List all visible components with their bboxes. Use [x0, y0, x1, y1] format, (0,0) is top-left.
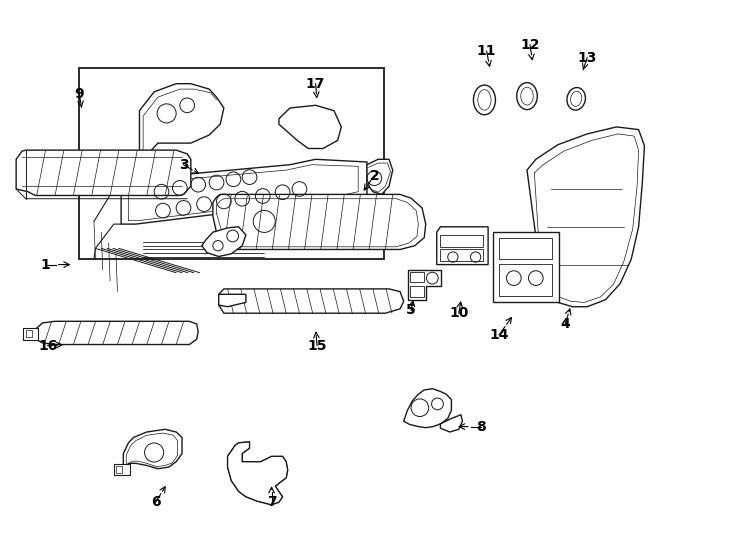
Polygon shape: [121, 159, 367, 224]
Polygon shape: [279, 105, 341, 148]
Text: 3: 3: [178, 158, 189, 172]
Text: 1: 1: [40, 258, 51, 272]
Polygon shape: [440, 415, 462, 432]
Polygon shape: [123, 429, 182, 470]
Ellipse shape: [517, 83, 537, 110]
Bar: [79, 68, 384, 259]
Polygon shape: [213, 194, 426, 249]
Text: 2: 2: [369, 168, 379, 183]
Bar: [410, 286, 424, 297]
Bar: [493, 232, 559, 302]
Text: 15: 15: [308, 339, 327, 353]
Text: 16: 16: [38, 339, 57, 353]
Ellipse shape: [478, 90, 491, 110]
Polygon shape: [367, 159, 393, 194]
Bar: [410, 272, 424, 282]
Polygon shape: [437, 227, 488, 265]
Bar: [23, 328, 38, 340]
Ellipse shape: [570, 91, 582, 106]
Text: 12: 12: [520, 38, 539, 52]
Polygon shape: [219, 289, 404, 313]
Bar: [499, 238, 552, 259]
Text: 8: 8: [476, 420, 486, 434]
Text: 10: 10: [449, 306, 468, 320]
Polygon shape: [202, 227, 246, 256]
Ellipse shape: [520, 87, 533, 105]
Polygon shape: [219, 294, 246, 307]
Polygon shape: [16, 150, 191, 195]
Text: 17: 17: [306, 77, 325, 91]
Bar: [440, 249, 483, 261]
Text: 4: 4: [560, 317, 570, 331]
Bar: [114, 464, 130, 475]
Text: 11: 11: [477, 44, 496, 58]
Ellipse shape: [473, 85, 495, 115]
Polygon shape: [404, 389, 451, 428]
Bar: [499, 264, 552, 296]
Ellipse shape: [567, 87, 586, 110]
Text: 6: 6: [150, 495, 161, 509]
Bar: [440, 235, 483, 247]
Polygon shape: [35, 321, 198, 345]
Polygon shape: [408, 270, 441, 300]
Bar: [26, 330, 32, 337]
Polygon shape: [527, 127, 644, 307]
Bar: [116, 466, 122, 472]
Text: 9: 9: [74, 87, 84, 102]
Text: 7: 7: [266, 495, 277, 509]
Text: 14: 14: [490, 328, 509, 342]
Polygon shape: [228, 442, 288, 505]
Text: 5: 5: [406, 303, 416, 318]
Polygon shape: [139, 84, 224, 189]
Text: 13: 13: [578, 51, 597, 65]
